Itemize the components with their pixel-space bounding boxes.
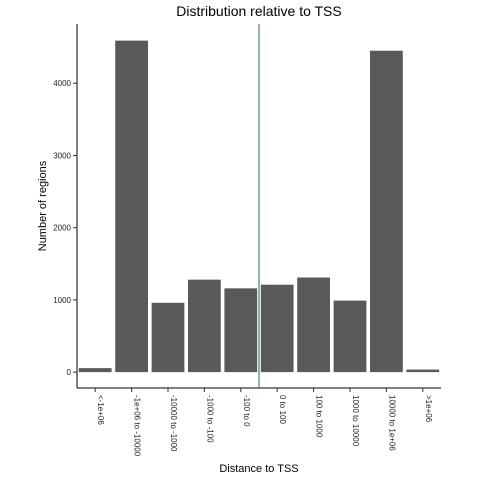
x-tick-label-9: >1e+06 <box>424 395 433 423</box>
bar-2 <box>151 302 185 373</box>
x-axis-title: Distance to TSS <box>219 463 298 475</box>
x-tick-label-1: -1e+06 to -10000 <box>133 395 142 457</box>
bar-1 <box>115 40 148 373</box>
y-tick-label-4: 4000 <box>53 79 71 88</box>
x-tick-label-7: 1000 to 10000 <box>351 395 360 447</box>
bar-8 <box>370 50 403 373</box>
x-tick-label-5: 0 to 100 <box>278 395 287 424</box>
x-tick-label-2: -10000 to -1000 <box>169 395 178 452</box>
bar-3 <box>188 279 221 373</box>
y-tick-label-2: 2000 <box>53 224 71 233</box>
chart-title: Distribution relative to TSS <box>176 3 341 19</box>
y-axis-title: Number of regions <box>37 160 49 251</box>
y-tick-label-1: 1000 <box>53 296 71 305</box>
x-tick-label-6: 100 to 1000 <box>315 395 324 438</box>
bar-0 <box>78 368 112 373</box>
x-axis: <-1e+06 -1e+06 to -10000 -10000 to -1000 -1… <box>77 387 441 457</box>
bars-group <box>78 40 440 373</box>
bar-5 <box>260 284 294 373</box>
y-tick-label-3: 3000 <box>53 151 71 160</box>
y-tick-label-0: 0 <box>67 368 72 377</box>
y-axis: 0 1000 2000 3000 4000 <box>53 24 78 388</box>
bar-4 <box>224 288 258 373</box>
bar-9 <box>406 369 440 373</box>
x-tick-label-0: <-1e+06 <box>96 395 105 425</box>
x-tick-label-4: -100 to 0 <box>242 395 251 427</box>
bar-7 <box>333 300 367 373</box>
x-tick-label-3: -1000 to -100 <box>205 395 214 443</box>
x-tick-label-8: 10000 to 1e+06 <box>387 395 396 451</box>
bar-6 <box>297 277 330 373</box>
